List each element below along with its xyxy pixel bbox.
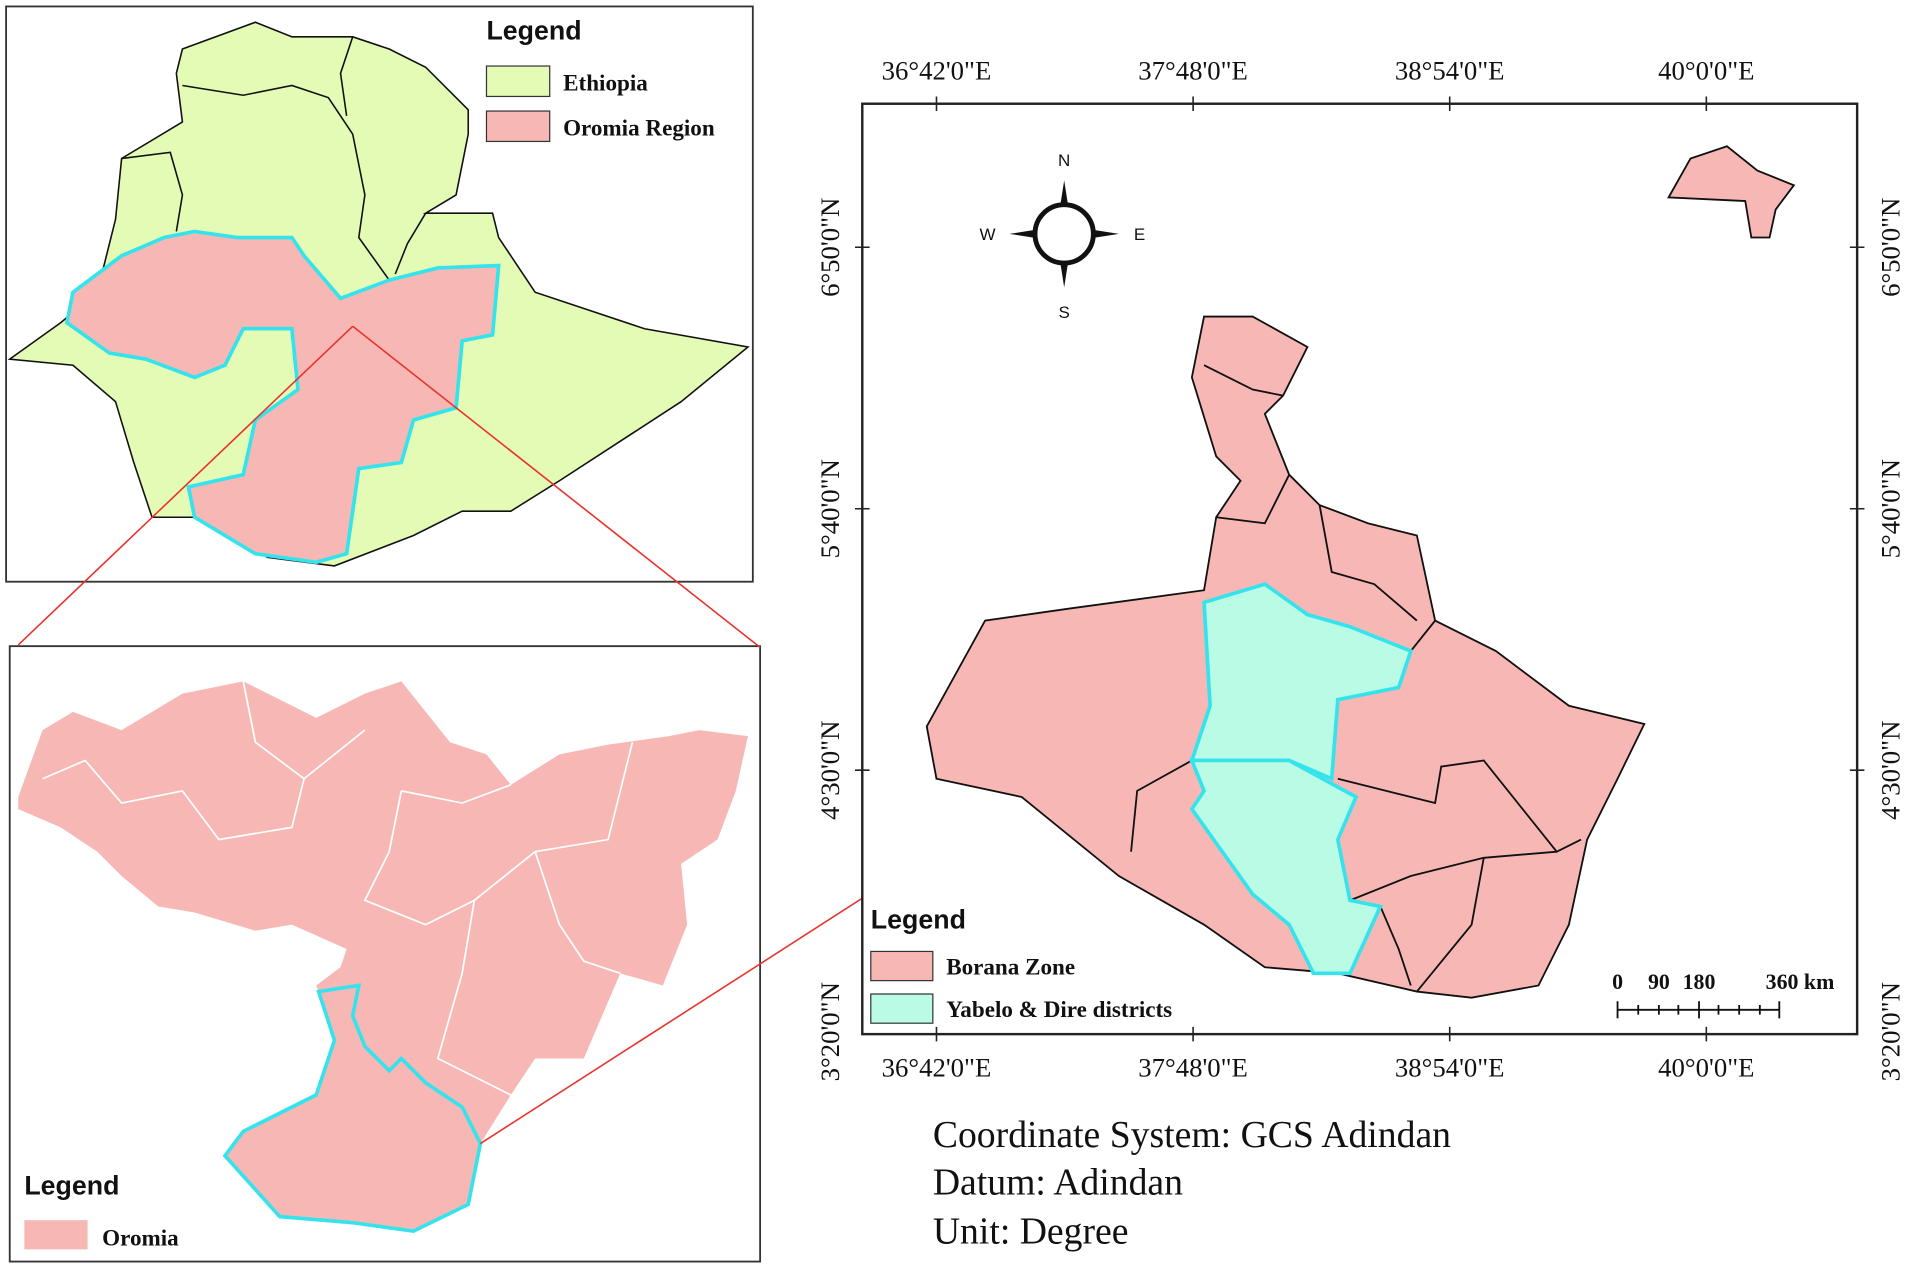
coordinate-label: 37°48'0"E xyxy=(1138,1053,1248,1083)
island xyxy=(1667,145,1796,239)
info-line: Coordinate System: GCS Adindan xyxy=(933,1114,1451,1156)
legend-swatch xyxy=(870,993,934,1024)
inset-oromia: Legend Oromia xyxy=(8,645,762,1263)
scale-bar xyxy=(1616,1001,1781,1019)
oromia-region-shape xyxy=(64,229,501,565)
coordinate-label: 37°48'0"E xyxy=(1138,55,1248,85)
info-line: Datum: Adindan xyxy=(933,1162,1183,1204)
coordinate-label: 40°0'0"E xyxy=(1658,1053,1754,1083)
legend-label: Borana Zone xyxy=(946,954,1075,980)
compass-label: E xyxy=(1134,225,1145,244)
coordinate-label: 38°54'0"E xyxy=(1395,1053,1505,1083)
compass-label: W xyxy=(980,225,996,244)
main-map: N W E S Legend Borana Zone Yabelo & Dire… xyxy=(815,55,1906,1082)
legend-swatch xyxy=(485,65,551,98)
compass-ring xyxy=(1032,202,1096,266)
legend-label: Yabelo & Dire districts xyxy=(946,996,1172,1022)
scale-label: 0 xyxy=(1612,969,1623,994)
legend-label: Ethiopia xyxy=(563,69,648,95)
north-arrow: N W E S xyxy=(980,151,1146,322)
yabelo-district xyxy=(1189,582,1414,782)
coordinate-label: 38°54'0"E xyxy=(1395,55,1505,85)
scale-label: 90 xyxy=(1648,969,1670,994)
zone-borders xyxy=(42,681,634,1096)
coordinate-label: 5°40'0"N xyxy=(1876,459,1906,558)
coordinate-label: 5°40'0"N xyxy=(815,459,845,558)
scale-label: 180 xyxy=(1683,969,1716,994)
oromia-shape xyxy=(18,681,748,1232)
graticule-ticks xyxy=(854,96,1865,1042)
legend-swatch xyxy=(24,1220,88,1250)
region-borders xyxy=(121,36,427,281)
compass-label: S xyxy=(1058,303,1069,322)
coordinate-label: 3°20'0"N xyxy=(815,982,845,1081)
coordinate-label: 40°0'0"E xyxy=(1658,55,1754,85)
borana-outline xyxy=(222,983,483,1234)
coordinate-label: 4°30'0"N xyxy=(815,721,845,820)
coordinate-label: 6°50'0"N xyxy=(815,198,845,297)
compass-label: N xyxy=(1058,151,1070,170)
legend-swatch xyxy=(870,950,934,982)
legend-title: Legend xyxy=(24,1171,119,1201)
coordinate-label: 3°20'0"N xyxy=(1876,982,1906,1081)
dire-district xyxy=(1189,758,1383,976)
coordinate-label: 4°30'0"N xyxy=(1876,721,1906,820)
scale-label: 360 km xyxy=(1766,969,1835,994)
coordinate-label: 36°42'0"E xyxy=(882,1053,992,1083)
coordinate-label: 36°42'0"E xyxy=(882,55,992,85)
legend-label: Oromia Region xyxy=(563,114,715,140)
legend-swatch xyxy=(485,110,551,143)
coordinate-labels: 36°42'0"E 36°42'0"E 37°48'0"E 37°48'0"E 38°5… xyxy=(815,55,1906,1082)
legend-title: Legend xyxy=(871,904,966,934)
inset-ethiopia: Legend Ethiopia Oromia Region xyxy=(5,5,754,583)
legend-label: Oromia xyxy=(102,1225,179,1251)
info-line: Unit: Degree xyxy=(933,1210,1129,1252)
district-borders xyxy=(1130,364,1582,993)
coordinate-label: 6°50'0"N xyxy=(1876,198,1906,297)
legend-title: Legend xyxy=(486,15,581,45)
